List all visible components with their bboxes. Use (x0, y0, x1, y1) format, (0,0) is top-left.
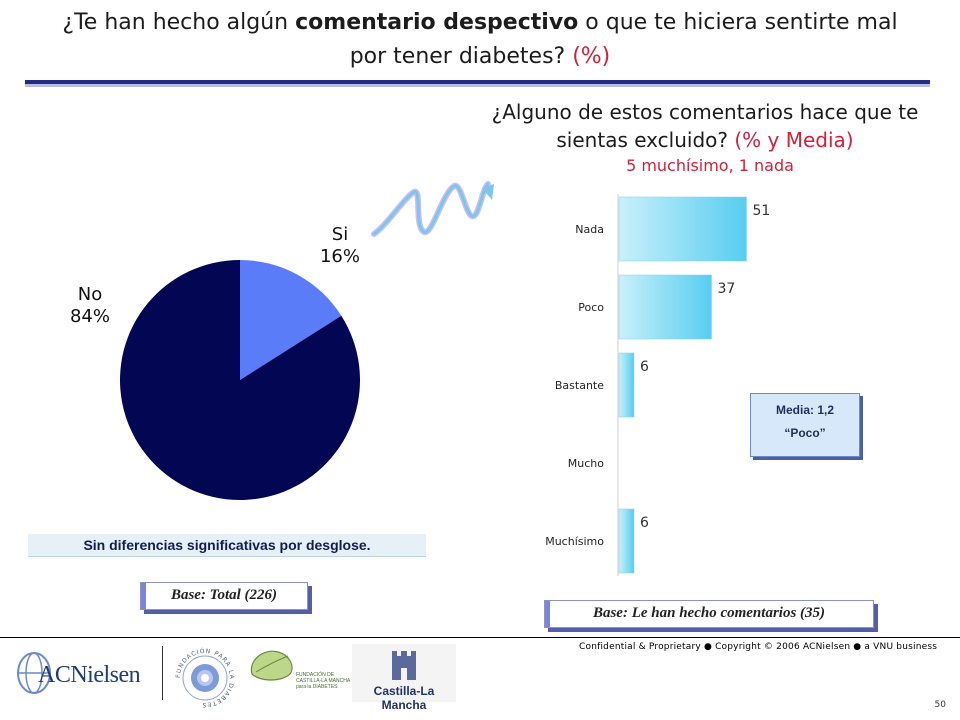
fundacion-cm-text: FUNDACIÓN DE CASTILLA-LA MANCHA para la … (296, 672, 350, 690)
footer-divider (0, 637, 960, 638)
bar-chart-subtitle: ¿Alguno de estos comentarios hace que te… (470, 98, 940, 154)
acnielsen-globe-icon (17, 652, 51, 694)
bar-chart: Nada 51 Poco 37 Bastante 6 Mucho Muchísimo 6 (545, 194, 771, 576)
subtitle-suffix: (% y Media) (728, 128, 854, 152)
bar-value-label: 6 (640, 359, 649, 375)
title-underline (25, 80, 930, 84)
bar-value-label: 51 (753, 203, 771, 219)
subtitle-line-2: sientas excluido? (556, 128, 728, 152)
scale-note: 5 muchísimo, 1 nada (626, 156, 794, 175)
media-annotation: Media: 1,2 “Poco” (750, 393, 860, 457)
title-line-2: por tener diabetes? (349, 44, 566, 69)
bar-category-label: Mucho (568, 457, 604, 470)
pie-slice-si (240, 260, 342, 380)
bar-muchísimo (618, 508, 635, 574)
page-number: 50 (934, 700, 946, 710)
pie-label-no-name: No (77, 284, 103, 305)
bar-category-label: Muchísimo (545, 535, 604, 548)
base-comments-text: Base: Le han hecho comentarios (35) (592, 605, 826, 621)
media-label: “Poco” (784, 426, 826, 440)
pie-label-si-name: Si (331, 224, 349, 245)
bar-value-label: 37 (718, 281, 736, 297)
title-pct: (%) (565, 44, 611, 69)
title-part-2: o que te hiciera sentirte mal (578, 10, 898, 35)
castilla-la-mancha-logo (352, 644, 456, 702)
pie-label-si-value: 16% (319, 246, 360, 267)
base-total-text: Base: Total (226) (170, 587, 278, 603)
pie-slice-no (120, 260, 361, 501)
no-differences-note: Sin diferencias significativas por desgl… (28, 534, 426, 557)
acnielsen-logo: ACNielsen (38, 662, 141, 688)
bar-value-label: 6 (640, 515, 649, 531)
bar-category-label: Bastante (555, 379, 604, 392)
pie-label-no: No 84% (55, 284, 125, 328)
pie-label-no-value: 84% (69, 306, 110, 327)
castle-icon (392, 651, 416, 680)
logo-divider (162, 646, 163, 700)
squiggle-arrow-icon (371, 181, 494, 237)
base-comments-box: Base: Le han hecho comentarios (35) (544, 600, 874, 628)
slide-title: ¿Te han hecho algún comentario despectiv… (20, 6, 940, 74)
bar-category-label: Poco (578, 301, 604, 314)
pie-label-si: Si 16% (305, 224, 375, 268)
bar-bastante (618, 352, 635, 418)
pie-chart (120, 260, 361, 501)
subtitle-line-1: ¿Alguno de estos comentarios hace que te (491, 100, 919, 124)
castilla-la-mancha-label: Castilla-La Mancha (373, 684, 435, 712)
media-value: Media: 1,2 (775, 403, 835, 417)
bar-nada (618, 196, 747, 262)
bar-poco (618, 274, 712, 340)
fundacion-diabetes-logo: FUNDACIÓN PARA LA DIABETES (175, 648, 234, 708)
title-bold-part: comentario despectivo (295, 10, 579, 35)
confidential-notice: Confidential & Proprietary ● Copyright ©… (579, 642, 938, 652)
leaf-icon (250, 650, 293, 681)
bar-category-label: Nada (575, 223, 604, 236)
title-part-1: ¿Te han hecho algún (62, 10, 296, 35)
base-total-box: Base: Total (226) (140, 582, 308, 610)
